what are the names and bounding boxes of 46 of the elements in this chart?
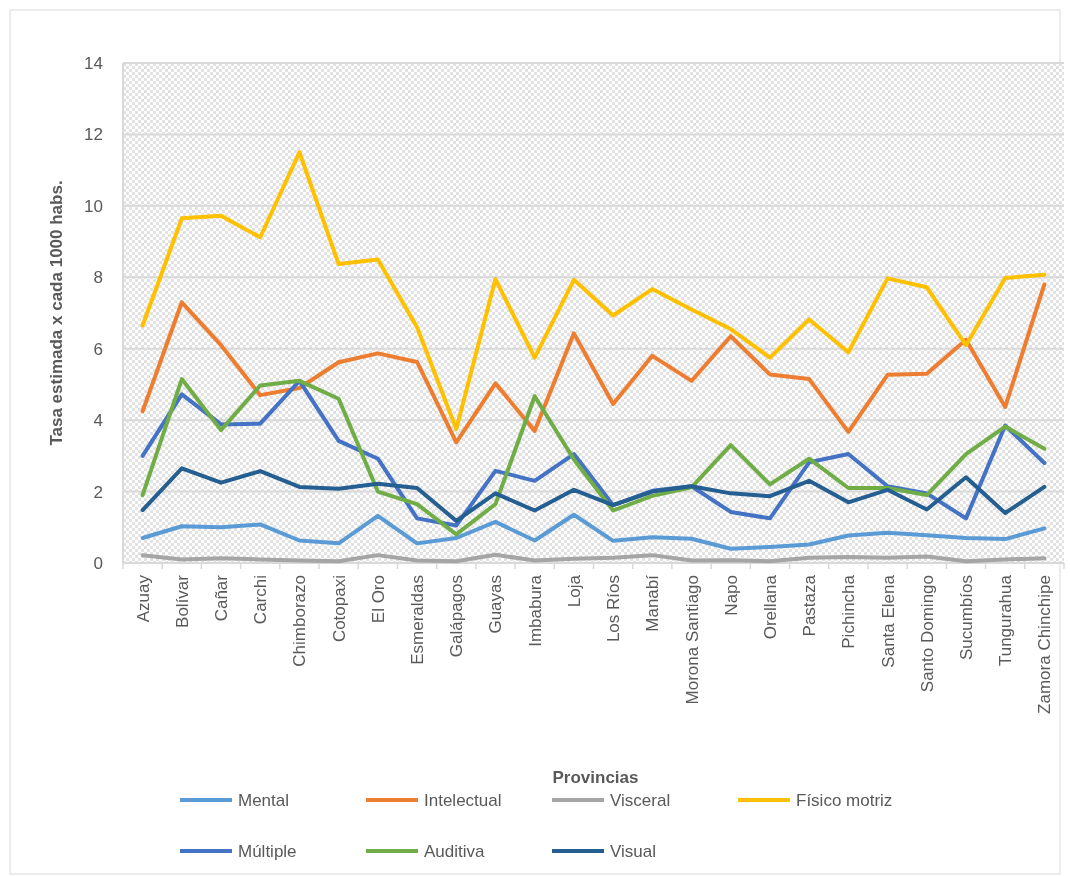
x-tick-label: Morona Santiago [682,575,702,705]
y-axis-title: Tasa estimada x cada 1000 habs. [47,180,66,446]
x-tick-label: Orellana [760,574,780,640]
x-tick-label: El Oro [368,575,388,624]
y-tick-label: 14 [84,53,103,73]
y-tick-label: 10 [84,196,103,216]
y-tick-label: 2 [93,482,103,502]
x-tick-label: Bolívar [172,574,192,628]
line-series [140,150,1047,432]
legend-label: Auditiva [424,841,486,861]
x-tick-label: Tungurahua [996,574,1016,667]
x-tick-label: Cotopaxi [329,575,349,643]
legend-label: Mental [238,790,290,810]
legend-label: Múltiple [238,841,297,861]
x-tick-label: Los Ríos [604,575,624,643]
x-tick-label: Carchi [251,575,271,625]
x-tick-label: Chimborazo [290,575,310,667]
x-tick-label: Pastaza [800,574,820,637]
x-tick-label: Cañar [212,574,232,622]
line-series [140,552,1047,564]
x-tick-label: Sucumbíos [956,575,976,661]
line-series [140,282,1047,445]
x-tick-label: Azuay [133,574,153,623]
legend-label: Intelectual [424,790,502,810]
x-tick-label: Guayas [486,575,506,634]
x-tick-label: Esmeraldas [408,575,428,665]
x-tick-label: Napo [721,575,741,616]
legend-label: Físico motriz [796,790,893,810]
x-tick-label: Manabí [643,574,663,632]
x-axis-title: Provincias [552,768,639,787]
line-series [140,512,1047,551]
x-tick-label: Loja [564,574,584,608]
legend-label: Visceral [610,790,671,810]
y-tick-label: 0 [93,553,103,573]
x-tick-label: Santo Domingo [917,575,937,693]
y-tick-label: 6 [93,339,103,359]
line-series [140,466,1047,523]
x-tick-label: Santa Elena [878,574,898,668]
x-tick-label: Zamora Chinchipe [1035,575,1055,714]
y-tick-label: 8 [93,268,103,288]
y-tick-label: 4 [93,411,103,431]
x-tick-label: Pichincha [839,574,859,649]
legend-label: Visual [610,841,656,861]
y-tick-label: 12 [84,125,103,145]
x-tick-label: Galápagos [447,575,467,658]
x-tick-label: Imbabura [525,574,545,647]
